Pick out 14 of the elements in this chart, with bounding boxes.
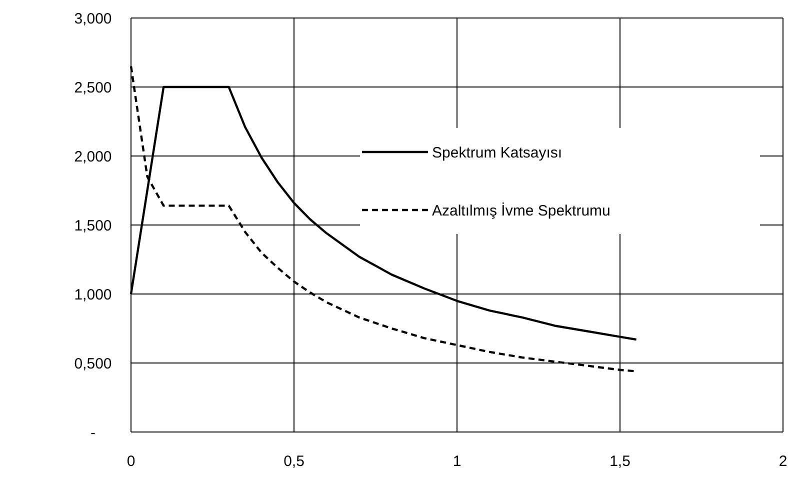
x-tick-label: 1,5 (610, 453, 630, 470)
y-tick-label: 1,500 (74, 217, 112, 234)
y-tick-label: 0,500 (74, 355, 112, 372)
x-tick-label: 1 (452, 453, 462, 470)
y-tick-label: 1,000 (74, 286, 112, 304)
x-tick-label: 2 (778, 453, 788, 470)
x-tick-label: 0,5 (284, 453, 304, 470)
legend-label: Azaltılmış İvme Spektrumu (432, 201, 610, 220)
y-tick-label: 2,000 (74, 148, 112, 166)
y-tick-label: 2,500 (74, 79, 112, 96)
y-tick-label: 3,000 (74, 10, 112, 28)
y-tick-label: - (90, 424, 96, 442)
x-tick-label: 0 (126, 453, 136, 470)
legend-label: Spektrum Katsayısı (432, 144, 562, 162)
